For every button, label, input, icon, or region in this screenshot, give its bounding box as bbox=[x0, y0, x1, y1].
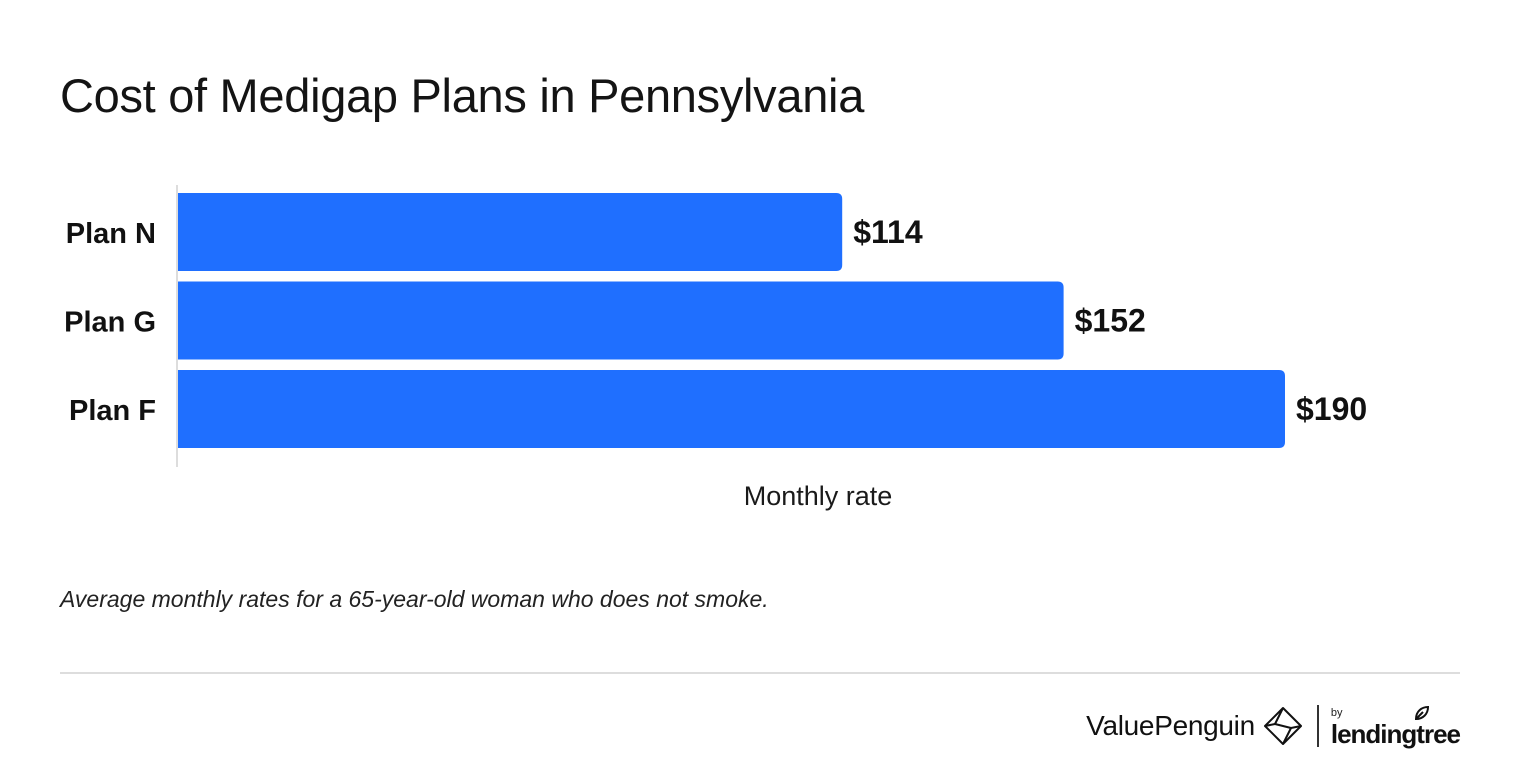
lendingtree-leaf-icon bbox=[1414, 705, 1430, 726]
value-label: $152 bbox=[1075, 303, 1146, 339]
brand-footer: ValuePenguin by lendingtree bbox=[1086, 703, 1461, 749]
bar-chart: Plan N $114 Plan G $152 Plan F $190 Monthly r… bbox=[64, 185, 1367, 511]
valuepenguin-wordmark: ValuePenguin bbox=[1086, 710, 1255, 741]
category-label: Plan N bbox=[66, 218, 156, 250]
value-label: $190 bbox=[1296, 391, 1367, 427]
category-label: Plan G bbox=[64, 307, 156, 339]
bar-plan-n bbox=[178, 193, 843, 271]
bars-layer: Plan N $114 Plan G $152 Plan F $190 bbox=[64, 193, 1367, 448]
chart-title: Cost of Medigap Plans in Pennsylvania bbox=[60, 69, 865, 122]
bar-plan-f bbox=[178, 370, 1285, 448]
value-label: $114 bbox=[853, 214, 923, 250]
footnote: Average monthly rates for a 65-year-old … bbox=[60, 586, 769, 612]
lendingtree-logo: by lendingtree bbox=[1330, 705, 1461, 749]
lendingtree-by: by bbox=[1330, 707, 1343, 719]
bar-plan-g bbox=[178, 281, 1064, 360]
brand-separator bbox=[1316, 705, 1319, 747]
x-axis-title: Monthly rate bbox=[744, 481, 893, 511]
footer-divider bbox=[60, 672, 1460, 674]
lendingtree-wordmark: lendingtree bbox=[1330, 719, 1461, 749]
valuepenguin-logo-icon bbox=[1263, 706, 1303, 746]
category-label: Plan F bbox=[69, 395, 156, 427]
